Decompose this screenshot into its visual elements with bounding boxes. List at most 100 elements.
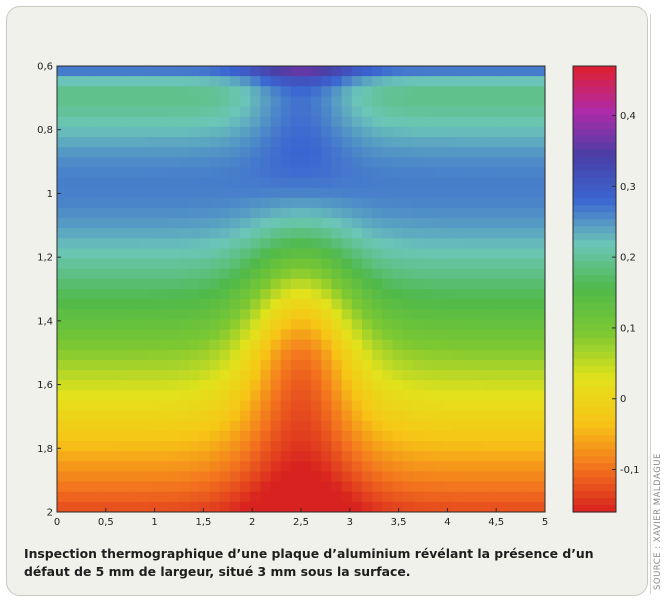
heatmap-cell	[494, 339, 505, 351]
heatmap-cell	[484, 430, 495, 442]
heatmap-cell	[199, 238, 211, 250]
heatmap-cell	[67, 248, 78, 260]
heatmap-cell	[412, 420, 424, 432]
heatmap-cell	[179, 339, 190, 351]
heatmap-cell	[77, 390, 89, 402]
heatmap-cell	[87, 76, 99, 87]
heatmap-cell	[372, 471, 383, 483]
heatmap-cell	[199, 481, 211, 493]
heatmap-cell	[473, 430, 485, 442]
heatmap-cell	[301, 390, 312, 402]
heatmap-cell	[453, 126, 465, 138]
x-tick-label: 4,5	[488, 517, 504, 528]
heatmap-cell	[443, 86, 455, 98]
heatmap-cell	[484, 309, 495, 321]
heatmap-cell	[402, 116, 414, 128]
heatmap-cell	[524, 126, 536, 138]
heatmap-cell	[504, 278, 516, 290]
heatmap-cell	[77, 451, 89, 462]
heatmap-cell	[179, 126, 190, 138]
heatmap-cell	[504, 299, 516, 310]
heatmap-cell	[158, 461, 170, 473]
heatmap-cell	[351, 278, 363, 290]
heatmap-cell	[148, 349, 160, 361]
x-tick-label: 0,5	[98, 517, 114, 528]
heatmap-cell	[118, 471, 129, 483]
heatmap-cell	[87, 430, 99, 442]
heatmap-cell	[351, 289, 363, 300]
heatmap-cell	[138, 278, 150, 290]
heatmap-cell	[290, 207, 302, 219]
heatmap-cell	[209, 136, 221, 148]
heatmap-cell	[402, 299, 414, 310]
heatmap-cell	[524, 491, 536, 503]
heatmap-cell	[392, 177, 404, 189]
heatmap-cell	[423, 289, 434, 300]
heatmap-cell	[158, 66, 170, 77]
heatmap-cell	[331, 370, 343, 381]
heatmap-cell	[87, 167, 99, 179]
heatmap-cell	[57, 471, 68, 483]
heatmap-cell	[443, 289, 455, 300]
heatmap-cell	[270, 400, 282, 412]
heatmap-cell	[179, 461, 190, 473]
heatmap-cell	[504, 491, 516, 503]
heatmap-cell	[250, 136, 261, 148]
heatmap-cell	[372, 76, 383, 87]
heatmap-cell	[118, 126, 129, 138]
heatmap-cell	[67, 177, 78, 189]
heatmap-cell	[494, 268, 505, 280]
heatmap-cell	[67, 126, 78, 138]
heatmap-cell	[179, 228, 190, 239]
heatmap-cell	[311, 116, 322, 128]
heatmap-cell	[260, 319, 272, 331]
heatmap-cell	[280, 349, 292, 361]
heatmap-cell	[311, 268, 322, 280]
heatmap-cell	[412, 359, 424, 371]
heatmap-cell	[280, 136, 292, 148]
heatmap-cell	[443, 349, 455, 361]
heatmap-cell	[87, 370, 99, 381]
heatmap-cell	[229, 471, 241, 483]
heatmap-cell	[524, 268, 536, 280]
colorbar-band	[573, 261, 616, 269]
heatmap-cell	[534, 339, 545, 351]
heatmap-cell	[77, 136, 89, 148]
heatmap-cell	[128, 380, 139, 391]
heatmap-cell	[260, 136, 272, 148]
colorbar-band	[573, 463, 616, 471]
heatmap-cell	[250, 349, 261, 361]
heatmap-cell	[534, 289, 545, 300]
heatmap-cell	[179, 76, 190, 87]
heatmap-cell	[341, 380, 353, 391]
heatmap-cell	[189, 329, 200, 341]
heatmap-cell	[270, 96, 282, 108]
heatmap-cell	[229, 238, 241, 250]
heatmap-cell	[311, 309, 322, 321]
heatmap-cell	[199, 177, 211, 189]
heatmap-cell	[57, 147, 68, 158]
heatmap-cell	[453, 491, 465, 503]
heatmap-cell	[158, 370, 170, 381]
heatmap-cell	[128, 430, 139, 442]
heatmap-cell	[362, 126, 373, 138]
heatmap-cell	[453, 299, 465, 310]
heatmap-cell	[240, 197, 251, 209]
heatmap-cell	[412, 329, 424, 341]
heatmap-cell	[423, 400, 434, 412]
heatmap-cell	[494, 86, 505, 98]
heatmap-cell	[240, 248, 251, 260]
heatmap-cell	[97, 491, 109, 503]
heatmap-cell	[138, 309, 150, 321]
heatmap-cell	[382, 116, 394, 128]
heatmap-cell	[524, 167, 536, 179]
heatmap-cell	[433, 390, 444, 402]
heatmap-cell	[473, 370, 485, 381]
heatmap-cell	[128, 66, 139, 77]
heatmap-cell	[514, 197, 526, 209]
heatmap-cell	[168, 248, 180, 260]
heatmap-cell	[128, 268, 139, 280]
heatmap-cell	[433, 481, 444, 493]
heatmap-cell	[77, 228, 89, 239]
heatmap-cell	[504, 116, 516, 128]
